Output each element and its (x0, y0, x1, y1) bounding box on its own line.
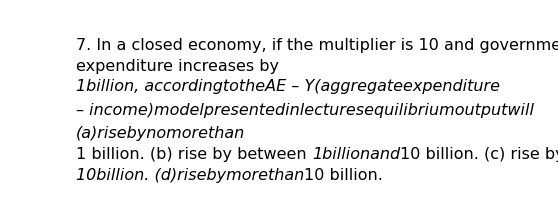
Text: (a)risebynomorethan: (a)risebynomorethan (76, 126, 246, 141)
Text: 7. In a closed economy, if the multiplier is 10 and government: 7. In a closed economy, if the multiplie… (76, 38, 558, 53)
Text: 1billion, accordingtotheAE – Y(aggregateexpenditure: 1billion, accordingtotheAE – Y(aggregate… (76, 79, 500, 94)
Text: 10 billion.: 10 billion. (305, 167, 383, 182)
Text: 1 billion. (b) rise by between: 1 billion. (b) rise by between (76, 147, 312, 162)
Text: 1billionand: 1billionand (312, 147, 400, 162)
Text: expenditure increases by: expenditure increases by (76, 59, 279, 74)
Text: 10billion. (d)risebymorethan: 10billion. (d)risebymorethan (76, 167, 305, 182)
Text: 10 billion. (c) rise by: 10 billion. (c) rise by (400, 147, 558, 162)
Text: – income)modelpresentedinlecturesequilibriumoutputwill: – income)modelpresentedinlecturesequilib… (76, 103, 534, 118)
